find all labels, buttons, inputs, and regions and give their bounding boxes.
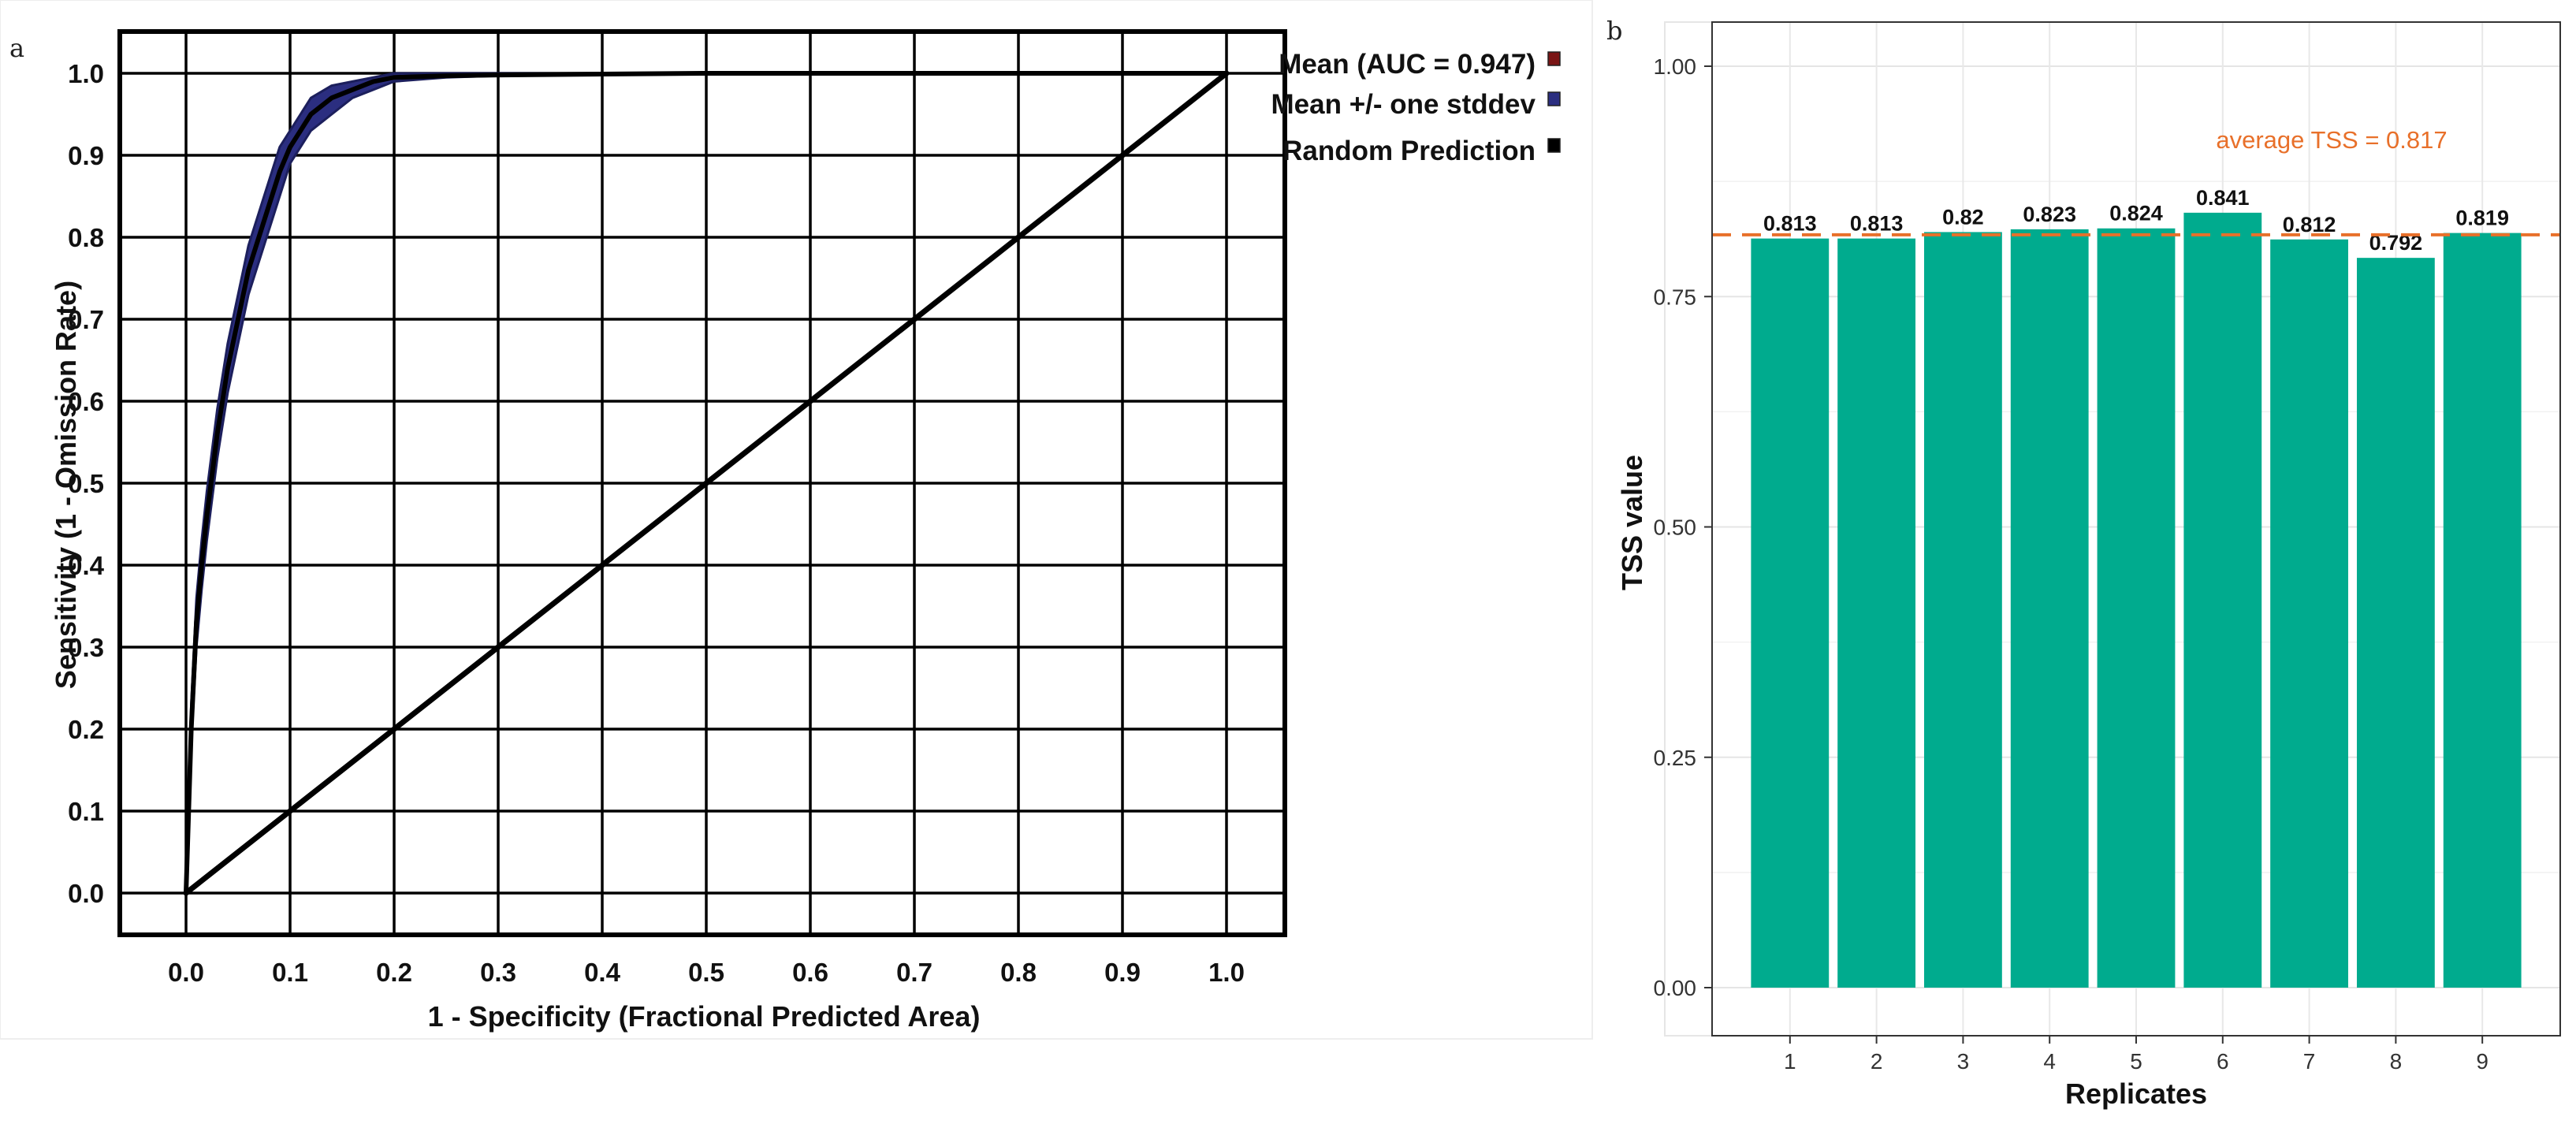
tss-panel: b 0.813 0.813 0.82 0.823 0.8240.8410.8120.79… [1606, 16, 2561, 1110]
legend-mean-swatch [1547, 51, 1561, 66]
panel-letter-a: a [9, 33, 24, 63]
roc-x-tick-label: 0.3 [480, 958, 516, 987]
tss-bar [2270, 239, 2348, 988]
roc-x-tick-label: 0.2 [376, 958, 412, 987]
roc-y-tick-label: 1.0 [68, 59, 104, 88]
tss-value-label: 0.819 [2455, 207, 2509, 230]
roc-y-tick-label: 0.8 [68, 223, 104, 252]
tss-bar [1837, 238, 1916, 988]
tss-reference: average TSS = 0.817 [1712, 126, 2560, 236]
roc-x-tick-label: 1.0 [1208, 958, 1245, 987]
roc-x-tick-label: 0.7 [896, 958, 932, 987]
roc-x-tick-label: 0.6 [792, 958, 828, 987]
tss-x-tick-label: 5 [2130, 1049, 2142, 1074]
roc-x-tick-labels: 0.0 0.1 0.2 0.3 0.4 0.5 0.6 0.7 0.8 0.9 1.0 [168, 958, 1245, 987]
roc-panel-frame [0, 0, 1593, 1040]
tss-value-label: 0.813 [1850, 212, 1904, 236]
tss-y-tick-label: 0.00 [1654, 976, 1697, 1000]
tss-x-tick-labels: 1 2 3 4 5 6 7 8 9 [1784, 1036, 2489, 1074]
tss-bar [1924, 232, 2002, 988]
roc-legend: Mean (AUC = 0.947) Mean +/- one stddev R… [1271, 49, 1561, 166]
tss-bar [2097, 228, 2176, 988]
tss-y-tick-label: 1.00 [1654, 54, 1697, 79]
tss-bar [2010, 229, 2089, 988]
tss-value-label: 0.824 [2109, 202, 2163, 225]
roc-y-tick-label: 0.0 [68, 879, 104, 908]
legend-random-label: Random Prediction [1282, 136, 1536, 166]
tss-x-tick-label: 9 [2476, 1049, 2489, 1074]
roc-mean-curve [184, 71, 1227, 894]
legend-mean-label: Mean (AUC = 0.947) [1279, 49, 1536, 80]
tss-bar [2443, 233, 2522, 988]
roc-y-tick-label: 0.1 [68, 797, 104, 826]
tss-average-label: average TSS = 0.817 [2216, 126, 2447, 154]
roc-x-tick-label: 0.9 [1104, 958, 1141, 987]
roc-lines-layer [183, 70, 1230, 896]
legend-stddev-label: Mean +/- one stddev [1271, 89, 1536, 120]
tss-y-tick-label: 0.25 [1654, 746, 1697, 770]
roc-panel: a 0.0 0.1 0.2 0.3 0.4 0.5 0.6 0.7 0.8 0.9 1.0 0.00… [0, 0, 1593, 1040]
roc-x-tick-label: 0.0 [168, 958, 204, 987]
roc-y-axis-title: Sensitivity (1 - Omission Rate) [50, 281, 82, 689]
tss-x-axis-title: Replicates [2065, 1077, 2207, 1110]
roc-y-tick-label: 0.5 [68, 469, 104, 498]
tss-x-tick-label: 8 [2390, 1049, 2403, 1074]
roc-y-tick-label: 0.7 [68, 305, 104, 334]
tss-x-tick-label: 7 [2303, 1049, 2316, 1074]
roc-y-tick-labels: 0.0 0.1 0.2 0.3 0.4 0.5 0.6 0.7 0.8 0.9 1.0 [68, 59, 105, 908]
tss-y-tick-label: 0.75 [1654, 285, 1697, 309]
tss-value-label: 0.812 [2283, 213, 2336, 236]
roc-y-tick-label: 0.9 [68, 141, 104, 170]
roc-y-tick-label: 0.4 [68, 551, 105, 580]
tss-y-axis-title: TSS value [1616, 455, 1648, 590]
roc-x-tick-label: 0.4 [584, 958, 621, 987]
tss-value-label: 0.82 [1942, 205, 1984, 229]
tss-x-tick-label: 4 [2043, 1049, 2056, 1074]
roc-y-tick-label: 0.6 [68, 387, 104, 416]
tss-bar [2183, 212, 2262, 988]
tss-bar [2356, 258, 2435, 988]
tss-value-label: 0.841 [2196, 186, 2250, 210]
tss-x-tick-label: 6 [2217, 1049, 2229, 1074]
roc-x-tick-label: 0.5 [688, 958, 724, 987]
roc-plot-frame [117, 29, 1287, 937]
roc-y-tick-label: 0.3 [68, 633, 104, 662]
legend-random-swatch [1547, 138, 1561, 153]
tss-value-labels: 0.813 0.813 0.82 0.823 0.8240.8410.8120.7920… [1763, 186, 2509, 255]
tss-y-tick-label: 0.50 [1654, 515, 1697, 540]
roc-x-axis-title: 1 - Specificity (Fractional Predicted Ar… [428, 1000, 981, 1033]
roc-random-line [183, 70, 1230, 896]
tss-value-label: 0.823 [2023, 203, 2076, 226]
roc-x-tick-label: 0.1 [272, 958, 308, 987]
tss-x-tick-label: 2 [1871, 1049, 1883, 1074]
tss-x-tick-label: 1 [1784, 1049, 1796, 1074]
panel-letter-b: b [1606, 16, 1622, 46]
roc-y-tick-label: 0.2 [68, 715, 104, 744]
tss-bar [1751, 238, 1830, 988]
legend-stddev-swatch [1547, 91, 1561, 106]
roc-x-tick-label: 0.8 [1000, 958, 1037, 987]
tss-x-tick-label: 3 [1957, 1049, 1970, 1074]
tss-value-label: 0.813 [1763, 212, 1817, 236]
tss-bars [1751, 212, 2522, 988]
tss-y-tick-labels: 0.00 0.25 0.50 0.75 1.00 [1654, 54, 1712, 1000]
